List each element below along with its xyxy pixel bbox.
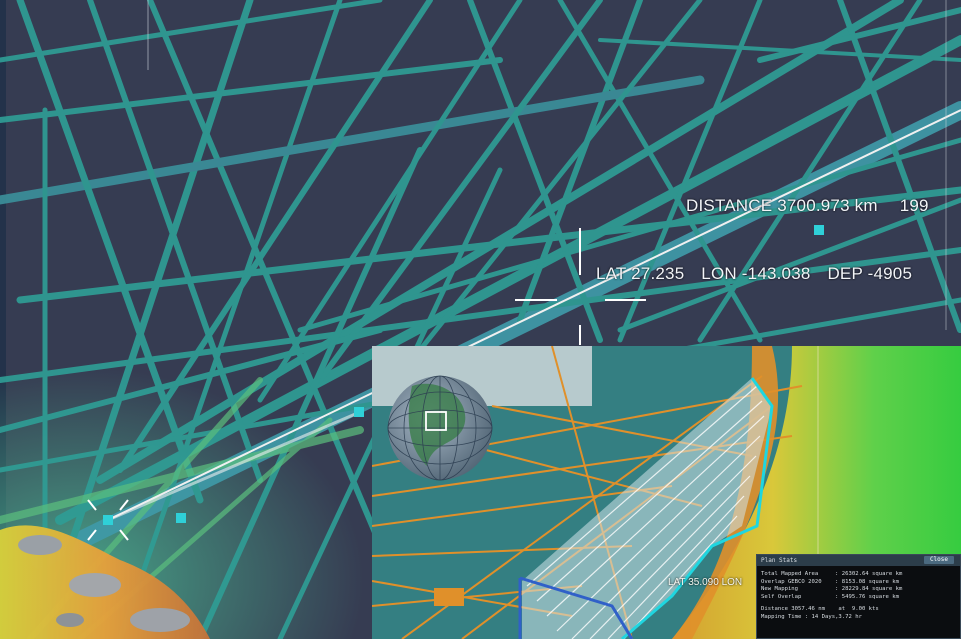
distance-label: DISTANCE — [686, 196, 773, 215]
dep-value: -4905 — [867, 264, 913, 283]
route-waypoint[interactable] — [103, 515, 113, 525]
planned-route — [107, 109, 961, 522]
close-button[interactable]: Close — [923, 556, 954, 564]
inset-lon-label: LON — [721, 577, 743, 588]
survey-boundary — [621, 377, 774, 639]
orange-block — [434, 588, 464, 606]
stat-row: Total Mapped Area: 26302.64 square km — [761, 571, 903, 577]
cursor-crosshair — [515, 228, 646, 345]
survey-plan-inset[interactable]: LAT 35.090 LON Plan Stats Close Total Ma… — [372, 346, 961, 639]
stat-row: Mapping Time : 14 Days, 3.72 hr — [761, 613, 862, 620]
start-marker — [87, 499, 129, 541]
survey-boundary-left — [518, 576, 634, 639]
route-waypoint[interactable] — [176, 513, 186, 523]
inset-coordinates: LAT 35.090 LON — [668, 577, 742, 588]
survey-polygon — [522, 378, 772, 639]
plan-stats-title: Plan Stats — [761, 557, 798, 564]
globe-icon — [387, 375, 493, 481]
plan-stats-titlebar: Plan Stats Close — [757, 555, 960, 566]
lat-label: LAT — [596, 264, 627, 283]
lon-label: LON — [701, 264, 737, 283]
stat-row: Self Overlap: 5495.76 square km — [761, 593, 899, 600]
lat-value: 27.235 — [631, 264, 685, 283]
stat-row: Distance 3057.46 nm at 9.00 kts — [761, 606, 879, 613]
distance-readout: DISTANCE 3700.973 km 199 — [686, 196, 929, 216]
inset-lat-value: 35.090 — [688, 577, 719, 588]
inset-lat-label: LAT — [668, 577, 686, 588]
route-waypoint[interactable] — [814, 225, 824, 235]
lon-value: -143.038 — [741, 264, 811, 283]
dep-label: DEP — [827, 264, 863, 283]
stat-row: Overlap GEBCO 2020: 8153.08 square km — [761, 578, 899, 585]
survey-lanes — [526, 385, 765, 639]
shallow-seamount — [0, 525, 210, 639]
route-waypoint[interactable] — [354, 407, 364, 417]
plan-stats-panel: Plan Stats Close Total Mapped Area: 2630… — [756, 554, 961, 639]
distance-trailing: 199 — [899, 196, 929, 215]
distance-value: 3700.973 km — [777, 196, 878, 215]
stat-row: New Mapping: 28229.84 square km — [761, 586, 903, 593]
cursor-coordinates: LAT 27.235 LON -143.038 DEP -4905 — [596, 264, 912, 284]
